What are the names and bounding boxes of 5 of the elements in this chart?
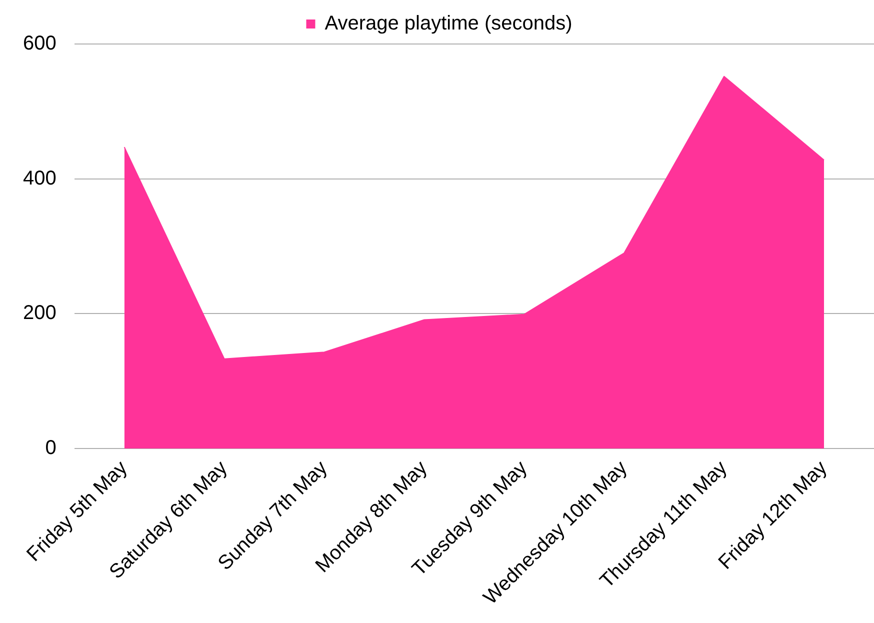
- y-tick-label: 600: [22, 32, 56, 55]
- y-tick-label: 200: [22, 302, 56, 324]
- y-tick-label: 0: [45, 437, 56, 460]
- legend-label: Average playtime (seconds): [324, 12, 572, 35]
- y-tick-label: 400: [22, 167, 56, 190]
